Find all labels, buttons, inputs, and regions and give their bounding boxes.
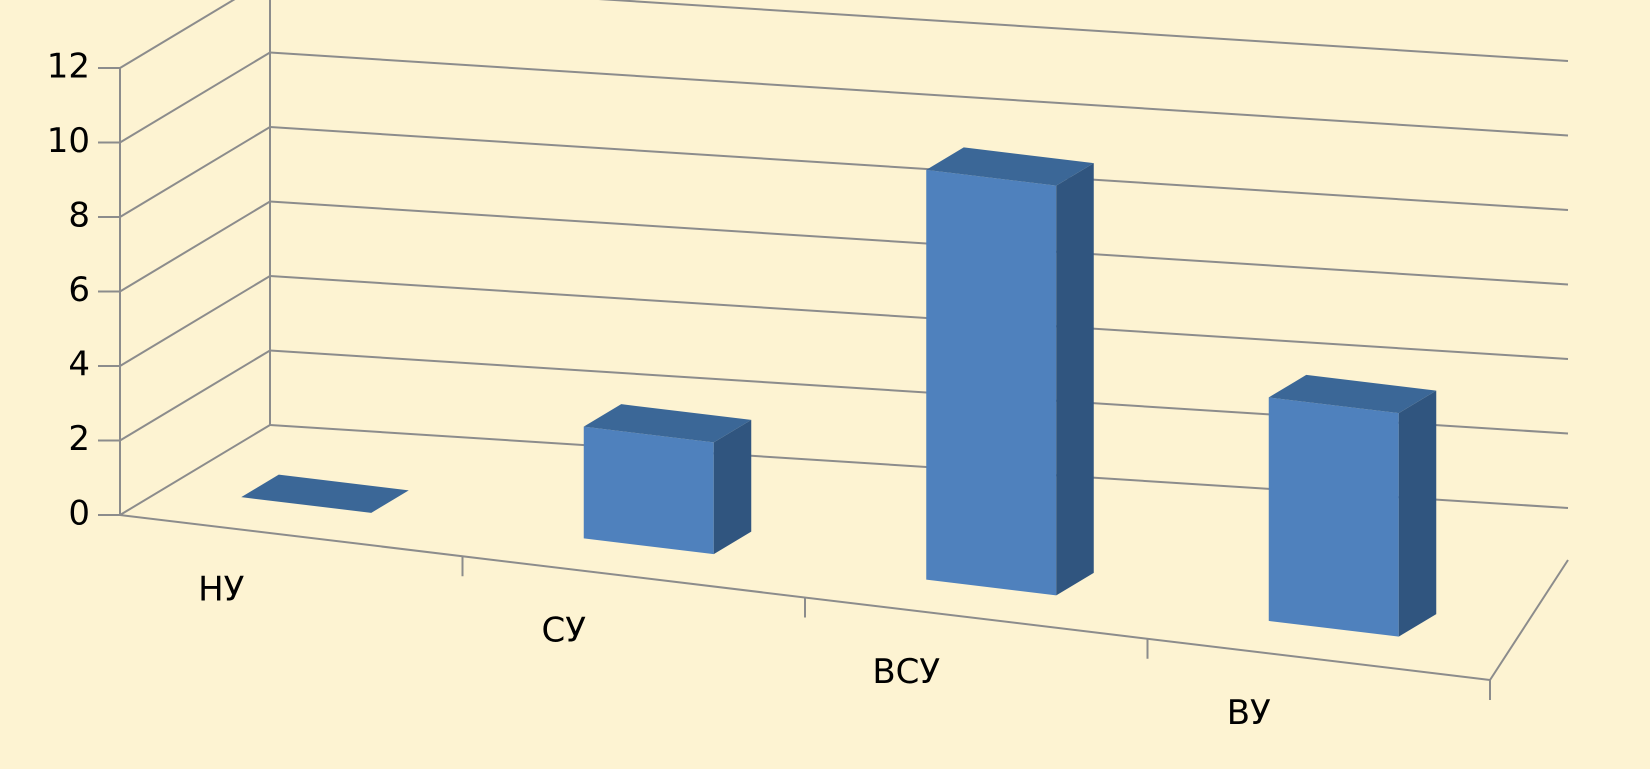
x-tick-label: НУ [198,569,245,609]
x-tick-label: СУ [542,611,587,651]
y-tick-label: 2 [68,419,90,459]
side-grid-line [119,126,271,218]
bar-top [583,404,752,443]
bar-side [713,419,752,555]
side-grid-line [119,0,236,69]
y-tick-label: 12 [47,47,90,87]
bar-front [926,169,1057,596]
bar-front [1268,397,1399,637]
bar-side [1398,390,1437,637]
side-grid-line [119,424,271,516]
bar-top [926,147,1094,186]
x-tick-label: ВСУ [872,652,940,692]
y-tick-label: 6 [68,270,90,310]
side-grid-line [119,275,271,367]
side-grid-line [119,51,271,144]
back-grid-line [598,0,1569,62]
bar-side [1056,163,1094,596]
back-grid-line [269,51,1569,137]
y-tick-label: 4 [68,345,90,385]
bar-top [241,474,409,513]
floor-edge [1489,559,1569,681]
back-grid-line [269,275,1569,360]
y-tick-label: 0 [68,494,90,534]
bar-top [1268,374,1437,414]
bar-front [583,426,714,555]
y-tick-label: 10 [47,121,90,161]
y-tick-label: 8 [68,196,90,236]
side-grid-line [119,200,271,293]
back-grid-line [269,126,1569,211]
x-tick-label: ВУ [1227,693,1271,733]
back-grid-line [269,200,1569,286]
side-grid-line [119,349,271,442]
